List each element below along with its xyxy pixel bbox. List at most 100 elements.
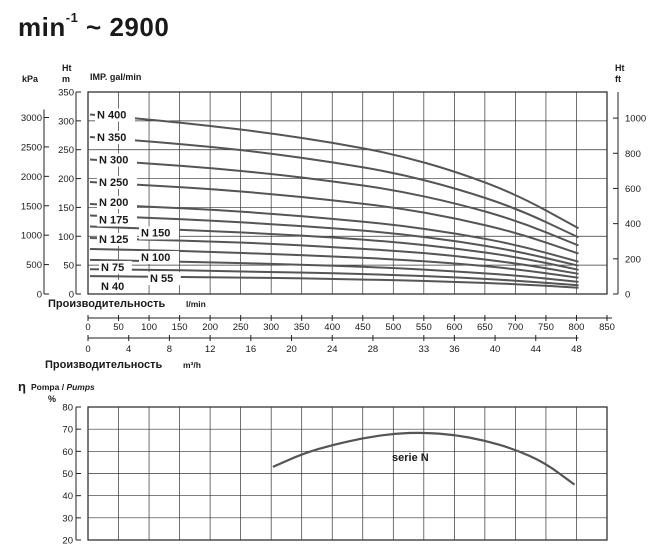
m-tick-label: 0 [69,290,74,301]
m3h-tick-label: 33 [419,344,430,355]
efficiency-axis-label: Pompa / Pumps [31,382,95,392]
ft-unit-ht: Ht [615,63,625,73]
m3h-tick-label: 40 [490,344,501,355]
curve-label-n-55: N 55 [150,273,173,285]
curve-label-n-125: N 125 [99,234,128,246]
head-curve-labels: N 400 N 350 N 300 N 250 N 200 N 175 N 150 N 125… [95,108,181,294]
m-tick-label: 150 [58,203,74,214]
efficiency-tick-label: 30 [62,513,73,524]
m-tick-label: 300 [58,116,74,127]
lmin-tick-label: 800 [569,322,585,333]
efficiency-curve-label: serie N [392,452,429,464]
lmin-tick-label: 550 [416,322,432,333]
efficiency-unit: % [48,394,56,404]
efficiency-label-en: Pumps [66,382,95,392]
efficiency-tick-label: 50 [62,469,73,480]
ft-unit: ft [615,74,621,84]
m3h-tick-label: 8 [167,344,172,355]
ft-tick-label: 0 [625,290,630,301]
m-tick-label: 100 [58,232,74,243]
kpa-tick-label: 1000 [21,231,42,242]
lmin-tick-label: 450 [355,322,371,333]
lmin-tick-label: 100 [141,322,157,333]
curve-label-bg [99,280,132,294]
efficiency-symbol: η [18,379,26,394]
kpa-tick-label: 2000 [21,172,42,183]
curve-n-40 [89,275,579,289]
speed-title: min-1 ~ 2900 [18,10,170,43]
m-tick-label: 200 [58,174,74,185]
efficiency-curve-serie-n [272,431,576,486]
curve-label-bg [95,131,135,145]
ft-tick-label: 600 [625,184,641,195]
head-chart-axes: 0501001502002503003500500100015002000250… [21,63,646,301]
curve-label-n-150: N 150 [141,227,170,239]
efficiency-chart-axes: 20 30 40 50 60 70 80 η Pompa / Pumps% [18,379,95,547]
efficiency-tick-label: 40 [62,491,73,502]
ft-tick-label: 400 [625,219,641,230]
curve-label-n-400: N 400 [97,110,126,122]
curve-label-bg [97,213,137,227]
x-axis-title-m3h: Производительность [45,359,162,371]
m3h-tick-label: 20 [286,344,297,355]
curve-label-bg [148,272,181,286]
curve-label-bg [139,226,179,240]
efficiency-curve: serie N [272,431,576,486]
m3h-tick-label: 44 [530,344,541,355]
efficiency-tick-label: 60 [62,447,73,458]
kpa-tick-label: 1500 [21,201,42,212]
kpa-tick-label: 500 [26,260,42,271]
x-axis-unit-lmin: l/min [186,299,206,309]
curve-n-200 [89,203,579,263]
imp-gal-unit: IMP. gal/min [90,72,141,82]
m-unit-ht: Ht [62,63,72,73]
curve-label-bg [97,176,137,190]
kpa-tick-label: 0 [37,290,42,301]
m3h-tick-label: 4 [126,344,131,355]
curve-label-n-200: N 200 [99,197,128,209]
curve-label-n-250: N 250 [99,177,128,189]
m-tick-label: 250 [58,145,74,156]
lmin-tick-label: 0 [85,322,90,333]
curve-n-175 [89,214,579,267]
curve-n-100 [89,248,579,279]
lmin-tick-label: 150 [172,322,188,333]
curve-label-bg [99,260,132,274]
curve-n-250 [89,181,579,255]
curve-label-bg [95,108,135,122]
m3h-tick-label: 48 [571,344,582,355]
efficiency-chart-grid [87,406,608,541]
m3h-tick-label: 28 [368,344,379,355]
m-tick-label: 50 [63,261,74,272]
m-unit: m [62,74,70,84]
lmin-tick-label: 750 [538,322,554,333]
m3h-tick-label: 16 [246,344,257,355]
lmin-tick-label: 700 [507,322,523,333]
curve-label-n-100: N 100 [141,252,170,264]
curve-label-n-175: N 175 [99,215,128,227]
curve-n-400 [89,113,579,230]
speed-value: ~ 2900 [86,12,170,42]
efficiency-tick-label: 70 [62,425,73,436]
efficiency-tick-label: 20 [62,536,73,547]
efficiency-label-it: Pompa / [31,382,66,392]
curve-n-300 [89,158,579,247]
head-curves [89,113,579,289]
lmin-tick-label: 400 [324,322,340,333]
speed-unit-exponent: -1 [65,10,79,26]
curve-label-n-40: N 40 [101,281,124,293]
lmin-tick-label: 500 [385,322,401,333]
curve-label-n-300: N 300 [99,155,128,167]
m3h-tick-label: 36 [449,344,460,355]
lmin-tick-label: 850 [599,322,615,333]
lmin-tick-label: 350 [294,322,310,333]
lmin-tick-label: 650 [477,322,493,333]
lmin-tick-label: 200 [202,322,218,333]
m-tick-label: 350 [58,88,74,99]
curve-label-n-350: N 350 [97,132,126,144]
x-axis-title-lmin: Производительность [48,298,165,310]
ft-tick-label: 1000 [625,114,646,125]
lmin-tick-label: 600 [446,322,462,333]
